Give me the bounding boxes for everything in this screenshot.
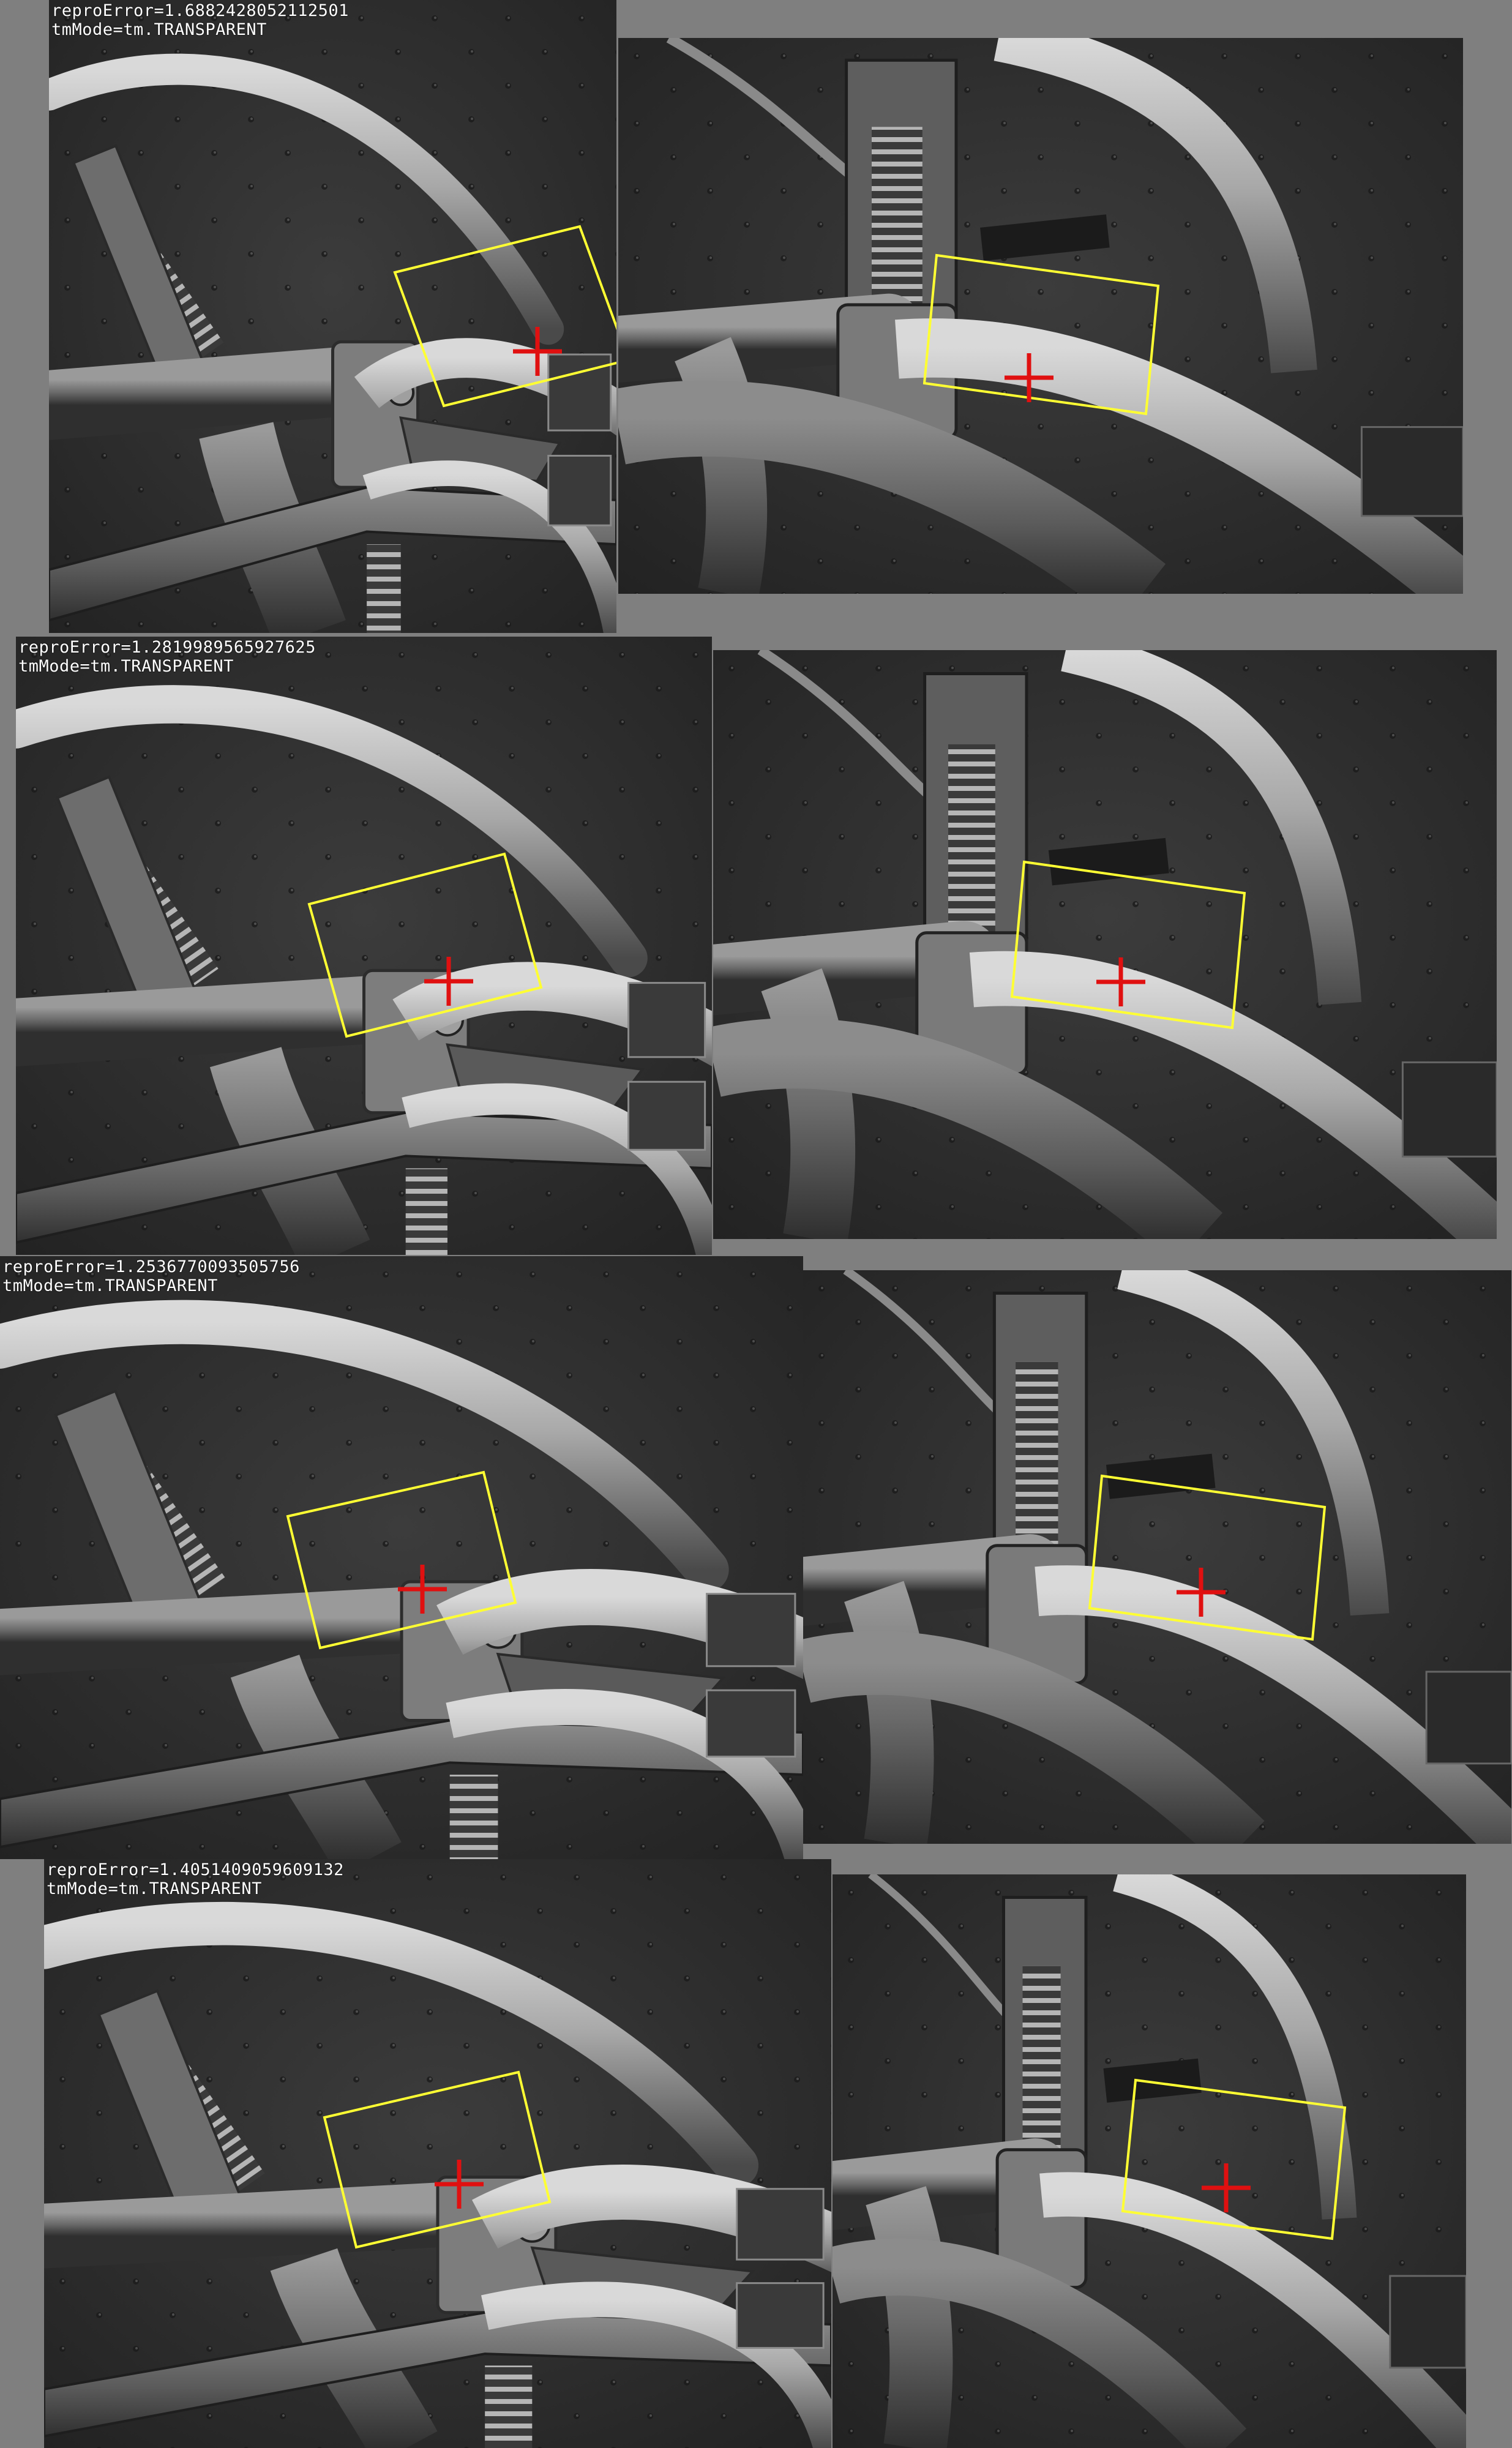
row1-left-view — [49, 0, 616, 633]
repro-error-label: reproError=1.4051409059609132 — [47, 1860, 344, 1879]
data-plate — [736, 2188, 825, 2261]
tm-mode-label: tmMode=tm.TRANSPARENT — [51, 20, 267, 39]
bracket-tab — [980, 214, 1110, 261]
tm-mode-label: tmMode=tm.TRANSPARENT — [47, 1879, 262, 1898]
walkway-beam — [803, 1631, 1265, 1844]
lower-spring — [485, 2365, 533, 2448]
machinery-photo — [0, 1256, 803, 1859]
walkway-beam — [833, 2239, 1246, 2448]
walkway-beam — [713, 1018, 1223, 1239]
lower-handrail — [362, 460, 616, 633]
row1-right-view — [618, 38, 1463, 594]
data-plate — [706, 1689, 796, 1758]
machinery-photo — [618, 38, 1463, 594]
data-plate — [627, 1080, 706, 1151]
lower-spring — [405, 1168, 447, 1255]
upper-handrail — [994, 38, 1317, 373]
horizontal-pipe — [49, 345, 402, 440]
coil-spring — [872, 127, 923, 305]
data-plate — [706, 1593, 796, 1668]
tm-mode-label: tmMode=tm.TRANSPARENT — [2, 1276, 218, 1295]
horizontal-pipe — [0, 1584, 483, 1675]
upper-handrail — [44, 1901, 759, 2187]
coil-spring — [948, 744, 995, 933]
coil-spring — [1022, 1966, 1061, 2150]
machinery-photo — [803, 1270, 1511, 1844]
lower-spring — [367, 544, 401, 633]
data-plate — [547, 353, 612, 432]
upper-handrail — [0, 1300, 729, 1592]
lower-spring — [449, 1775, 498, 1859]
row3-right-view — [803, 1270, 1511, 1844]
lower-handrail — [481, 2281, 831, 2448]
connector-box — [1389, 2275, 1466, 2369]
data-plate — [627, 982, 706, 1058]
repro-error-label: reproError=1.6882428052112501 — [51, 1, 349, 20]
row2-left-view — [16, 637, 712, 1255]
coil-spring — [1016, 1361, 1058, 1546]
elbow-pipe — [761, 968, 856, 1239]
elbow-pipe — [844, 1581, 934, 1844]
upper-handrail — [1061, 650, 1362, 1005]
upper-handrail — [16, 685, 648, 978]
machinery-photo — [713, 650, 1497, 1239]
tm-mode-label: tmMode=tm.TRANSPARENT — [18, 657, 234, 676]
lower-handrail — [446, 1688, 803, 1859]
row2-right-view — [713, 650, 1497, 1239]
repro-error-label: reproError=1.2536770093505756 — [2, 1257, 300, 1276]
horizontal-pipe — [16, 973, 440, 1066]
walkway-beam — [618, 380, 1166, 594]
connector-box — [1360, 426, 1463, 517]
machinery-photo — [44, 1859, 831, 2448]
upper-handrail — [1117, 1270, 1390, 1616]
connector-box — [1425, 1671, 1511, 1765]
machinery-photo — [16, 637, 712, 1255]
repro-error-label: reproError=1.2819989565927625 — [18, 638, 316, 657]
data-plate — [547, 454, 612, 526]
row4-right-view — [833, 1874, 1466, 2448]
lower-handrail — [402, 1083, 712, 1255]
connector-box — [1401, 1061, 1497, 1158]
elbow-pipe — [866, 2186, 953, 2448]
coupler-arm — [1039, 2172, 1466, 2448]
data-plate — [736, 2282, 825, 2349]
horizontal-pipe — [44, 2180, 518, 2269]
row3-left-view — [0, 1256, 803, 1859]
machinery-photo — [49, 0, 616, 633]
machinery-photo — [833, 1874, 1466, 2448]
row4-left-view — [44, 1859, 831, 2448]
